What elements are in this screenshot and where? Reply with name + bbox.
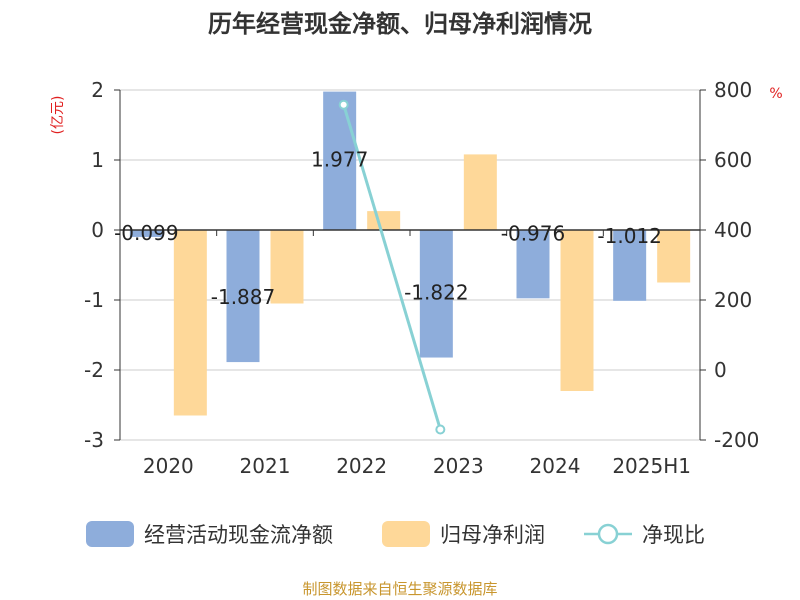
- bar-net-profit: [367, 211, 401, 230]
- left-axis-tick-label: -1: [84, 288, 104, 312]
- bar-cash-flow: [323, 91, 357, 230]
- bar-cash-flow: [226, 230, 260, 363]
- category-label: 2025H1: [612, 454, 691, 478]
- data-label: 1.977: [311, 148, 368, 172]
- bar-net-profit: [270, 230, 304, 304]
- category-label: 2021: [240, 454, 291, 478]
- legend-swatch: [382, 521, 430, 547]
- data-label: -1.012: [597, 224, 661, 248]
- legend-marker: [597, 523, 619, 545]
- bar-net-profit: [560, 230, 594, 391]
- ratio-point: [435, 424, 446, 435]
- right-axis-tick-label: 400: [714, 218, 752, 242]
- category-label: 2022: [336, 454, 387, 478]
- ratio-line: [342, 104, 442, 430]
- ratio-point: [338, 99, 349, 110]
- category-label: 2020: [143, 454, 194, 478]
- bar-cash-flow: [419, 230, 453, 358]
- data-label: -1.887: [211, 285, 275, 309]
- legend: 经营活动现金流净额 归母净利润 净现比: [86, 521, 705, 547]
- left-axis-tick-label: 2: [91, 78, 104, 102]
- bar-net-profit: [173, 230, 207, 416]
- left-axis-tick-label: -2: [84, 358, 104, 382]
- left-axis-tick-label: 0: [91, 218, 104, 242]
- right-axis-tick-label: -200: [714, 428, 759, 452]
- legend-label: 经营活动现金流净额: [144, 523, 333, 547]
- bar-net-profit: [463, 154, 497, 230]
- left-axis-unit: (亿元): [50, 96, 66, 135]
- bar-cash-flow: [129, 230, 163, 237]
- bar-net-profit: [657, 230, 691, 283]
- left-axis-tick-label: 1: [91, 148, 104, 172]
- right-axis-unit: %: [769, 86, 782, 102]
- legend-swatch: [86, 521, 134, 547]
- right-axis-tick-label: 800: [714, 78, 752, 102]
- left-axis-tick-label: -3: [84, 428, 104, 452]
- plot-area: 2 1 0 -1 -2 -3 800 600 400 200 0 -200 2020 2021 2022 20…: [84, 78, 759, 478]
- category-label: 2023: [433, 454, 484, 478]
- right-axis-tick-label: 0: [714, 358, 727, 382]
- right-axis-tick-label: 200: [714, 288, 752, 312]
- category-label: 2024: [530, 454, 581, 478]
- chart-title: 历年经营现金净额、归母净利润情况: [208, 10, 592, 38]
- data-label: -0.099: [114, 221, 178, 245]
- data-label: -1.822: [404, 281, 468, 305]
- bar-cash-flow: [516, 230, 550, 299]
- legend-label: 归母净利润: [440, 523, 545, 547]
- right-axis-tick-label: 600: [714, 148, 752, 172]
- source-note: 制图数据来自恒生聚源数据库: [302, 580, 497, 598]
- legend-label: 净现比: [642, 523, 705, 547]
- bar-cash-flow: [613, 230, 647, 301]
- data-label: -0.976: [501, 221, 565, 245]
